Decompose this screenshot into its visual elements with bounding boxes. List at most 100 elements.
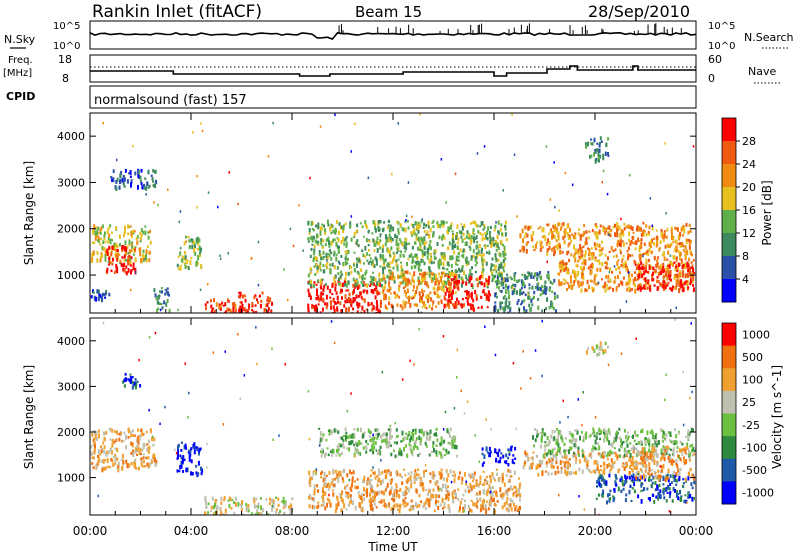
data-cell <box>472 228 475 232</box>
data-cell <box>411 256 414 261</box>
data-cell <box>590 454 593 459</box>
data-cell <box>319 268 322 272</box>
data-cell <box>372 449 375 455</box>
data-cell <box>130 249 133 253</box>
data-cell <box>616 242 619 248</box>
data-cell <box>489 234 491 237</box>
data-cell <box>431 221 434 224</box>
data-cell <box>589 272 592 276</box>
data-cell <box>369 257 372 260</box>
colorbar-swatch <box>722 279 736 303</box>
data-cell <box>462 508 465 513</box>
data-cell <box>260 505 262 510</box>
data-cell <box>322 494 324 500</box>
data-cell <box>428 453 431 457</box>
data-cell <box>127 263 130 266</box>
data-cell <box>476 492 479 495</box>
data-cell <box>686 238 689 242</box>
data-cell <box>410 471 413 475</box>
data-cell <box>447 450 450 455</box>
data-cell <box>340 437 343 441</box>
data-cell <box>142 433 145 436</box>
data-cell <box>239 305 242 308</box>
data-cell <box>563 268 566 273</box>
data-cell <box>116 255 119 258</box>
data-cell <box>591 229 594 233</box>
data-cell <box>687 447 690 451</box>
data-cell <box>686 261 689 264</box>
data-cell <box>636 434 639 438</box>
data-cell <box>391 434 394 439</box>
data-cell <box>683 250 686 253</box>
data-cell <box>487 297 490 302</box>
data-cell <box>500 276 503 280</box>
data-cell <box>366 283 368 288</box>
data-cell <box>596 442 599 446</box>
data-cell <box>660 234 663 238</box>
data-cell <box>506 497 509 501</box>
data-cell <box>661 429 664 433</box>
data-cell <box>471 485 474 488</box>
data-cell <box>135 466 138 470</box>
data-cell <box>585 241 588 245</box>
data-cell <box>424 272 426 275</box>
data-cell <box>372 495 375 499</box>
data-cell <box>92 291 95 294</box>
data-cell <box>197 241 200 246</box>
data-cell <box>372 471 375 475</box>
data-cell <box>523 309 526 313</box>
data-cell <box>598 232 601 235</box>
data-cell <box>201 129 204 133</box>
data-cell <box>287 298 289 302</box>
data-cell <box>93 442 96 445</box>
data-cell <box>592 427 595 431</box>
data-cell <box>111 178 113 182</box>
data-cell <box>332 449 335 454</box>
data-cell <box>491 257 494 261</box>
data-cell <box>544 452 546 456</box>
colorbar-swatch <box>722 256 736 280</box>
data-cell <box>421 306 424 309</box>
data-cell <box>438 471 441 476</box>
data-cell <box>317 295 320 301</box>
data-cell <box>585 237 588 242</box>
data-cell <box>94 444 96 449</box>
data-cell <box>416 263 418 266</box>
data-cell <box>495 490 498 494</box>
data-cell <box>492 269 495 272</box>
data-cell <box>481 505 484 508</box>
data-cell <box>357 304 360 309</box>
data-cell <box>234 304 237 309</box>
data-cell <box>676 227 679 231</box>
data-cell <box>615 268 618 271</box>
data-cell <box>334 113 336 117</box>
data-cell <box>586 464 589 468</box>
data-cell <box>616 454 619 458</box>
data-cell <box>382 261 385 267</box>
data-cell <box>464 290 467 293</box>
data-cell <box>660 452 663 456</box>
data-cell <box>616 222 619 227</box>
data-cell <box>142 254 144 258</box>
data-cell <box>405 492 408 495</box>
data-cell <box>422 226 425 229</box>
data-cell <box>689 452 691 457</box>
data-cell <box>483 224 486 228</box>
data-cell <box>664 268 667 271</box>
data-cell <box>271 301 273 306</box>
data-cell <box>359 452 362 456</box>
data-cell <box>665 433 668 437</box>
data-cell <box>525 454 527 457</box>
data-cell <box>684 264 687 270</box>
data-cell <box>678 287 681 290</box>
data-cell <box>400 440 403 443</box>
data-cell <box>653 284 656 287</box>
data-cell <box>264 303 267 307</box>
data-cell <box>232 308 235 313</box>
data-cell <box>100 237 102 241</box>
data-cell <box>504 257 507 261</box>
data-cell <box>511 458 514 464</box>
data-cell <box>666 266 669 271</box>
data-cell <box>499 289 502 292</box>
data-cell <box>146 245 149 248</box>
